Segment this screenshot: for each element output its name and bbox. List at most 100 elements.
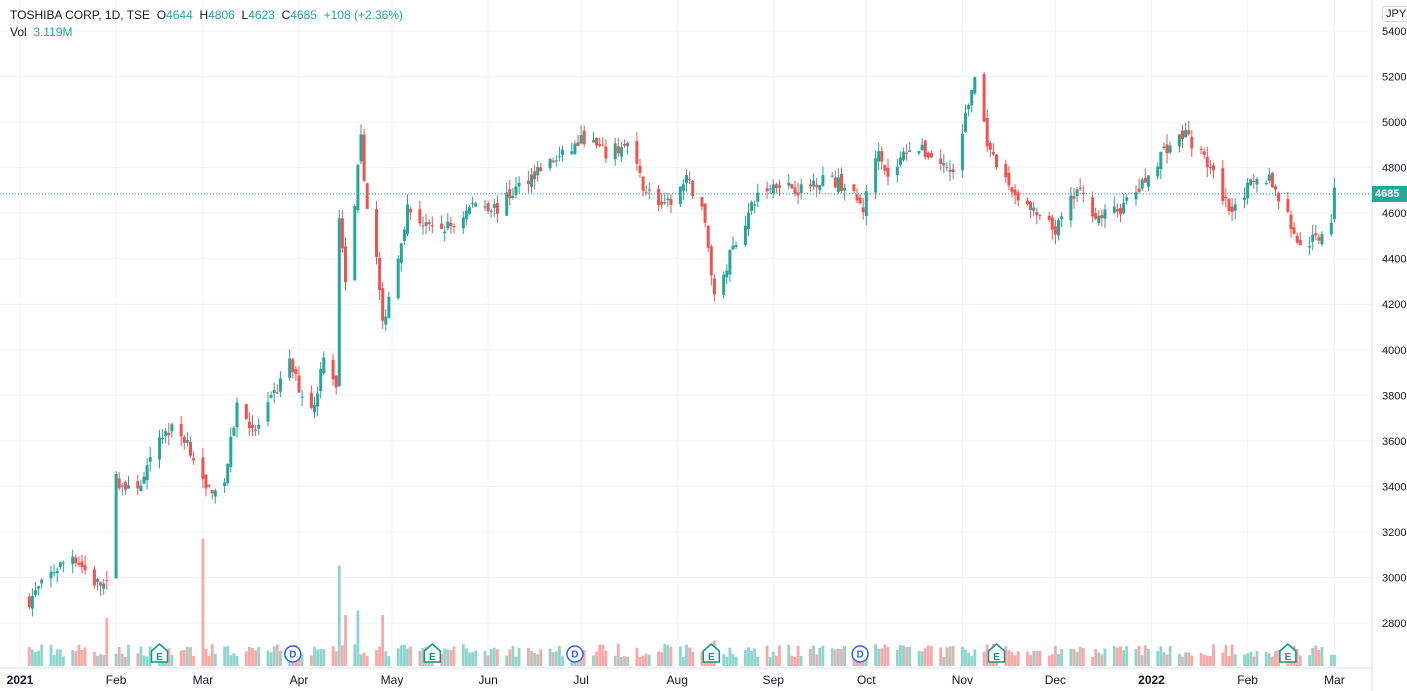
volume-bar bbox=[387, 656, 391, 666]
candle-body bbox=[440, 223, 444, 229]
volume-bar bbox=[1233, 654, 1237, 666]
candle-body bbox=[486, 203, 490, 212]
earnings-marker[interactable] bbox=[987, 643, 1006, 663]
earnings-marker[interactable] bbox=[1279, 643, 1297, 663]
candle-body bbox=[750, 201, 754, 211]
candle-body bbox=[229, 436, 233, 468]
volume-bar bbox=[170, 655, 174, 666]
volume-bar bbox=[678, 646, 682, 666]
time-tick-label: 2021 bbox=[7, 673, 34, 687]
candle-body bbox=[409, 208, 413, 213]
volume-bar bbox=[223, 646, 226, 666]
candle-body bbox=[58, 562, 62, 568]
candle-body bbox=[340, 218, 344, 249]
dividend-marker-label: D bbox=[856, 650, 863, 661]
candle-body bbox=[52, 572, 56, 574]
price-tick-label: 3400 bbox=[1382, 481, 1406, 493]
candle-body bbox=[1314, 233, 1318, 236]
candle-body bbox=[818, 185, 822, 190]
volume-bar bbox=[536, 654, 540, 666]
volume-bar bbox=[1224, 644, 1228, 666]
volume-bar bbox=[489, 649, 493, 666]
volume-bar bbox=[468, 652, 471, 666]
candle-body bbox=[170, 424, 174, 432]
candle-body bbox=[880, 151, 884, 162]
volume-bar bbox=[409, 646, 412, 666]
volume-bar bbox=[821, 645, 825, 666]
candle-body bbox=[96, 579, 99, 582]
candle-body bbox=[557, 156, 561, 158]
volume-bar bbox=[114, 653, 118, 666]
candle-body bbox=[99, 582, 103, 586]
candle-body bbox=[982, 74, 986, 122]
price-axis[interactable]: 2800 3000 3200 3400 3600 3800 4000 4200 4400 4600… bbox=[1371, 0, 1406, 691]
candle-body bbox=[647, 189, 651, 191]
candle-body bbox=[666, 198, 670, 201]
candle-body bbox=[30, 596, 34, 609]
volume-bar bbox=[985, 644, 989, 666]
candle-body bbox=[685, 175, 688, 183]
volume-bar bbox=[1032, 650, 1036, 666]
candle-body bbox=[1264, 182, 1268, 184]
earnings-marker-label: E bbox=[708, 652, 715, 663]
volume-bar bbox=[1119, 646, 1122, 666]
candle-body bbox=[858, 197, 862, 204]
volume-bar bbox=[1168, 646, 1172, 666]
candle-body bbox=[526, 180, 530, 185]
time-axis[interactable]: 2021 Feb Mar Apr May Jun Jul Aug Sep Oct Nov Dec 202… bbox=[0, 667, 1372, 687]
earnings-marker[interactable] bbox=[150, 643, 169, 663]
volume-bar bbox=[905, 646, 908, 666]
volume-bar bbox=[561, 656, 564, 666]
volume-bar bbox=[341, 645, 344, 666]
volume-bar bbox=[378, 646, 381, 666]
dividend-marker[interactable] bbox=[566, 645, 584, 663]
volume-bar bbox=[443, 648, 447, 666]
time-tick-label: Feb bbox=[1237, 673, 1258, 687]
volume-bar bbox=[883, 644, 887, 666]
candle-body bbox=[743, 225, 747, 245]
volume-bar bbox=[917, 650, 921, 666]
candle-body bbox=[964, 113, 967, 132]
volume-bar bbox=[592, 655, 595, 666]
candle-body bbox=[923, 140, 927, 157]
volume-bar bbox=[251, 648, 254, 666]
candle-body bbox=[815, 184, 819, 188]
last-price-tag: 4685 bbox=[1372, 186, 1407, 202]
volume-bar bbox=[31, 649, 34, 666]
candle-body bbox=[1143, 177, 1147, 183]
volume-bar bbox=[799, 656, 803, 666]
volume-bar bbox=[1314, 645, 1318, 666]
candle-body bbox=[424, 222, 428, 226]
candle-body bbox=[709, 246, 713, 276]
candle-body bbox=[399, 243, 403, 263]
volume-bar bbox=[626, 656, 629, 666]
volume-bar bbox=[1317, 650, 1321, 666]
volume-bar bbox=[269, 652, 273, 666]
volume-bar bbox=[926, 645, 930, 666]
candle-body bbox=[1289, 214, 1293, 230]
candle-body bbox=[1308, 245, 1312, 248]
candle-body bbox=[1122, 202, 1126, 214]
volume-bar bbox=[1081, 647, 1085, 666]
currency-button[interactable]: JPY bbox=[1382, 6, 1407, 22]
candle-body bbox=[942, 162, 946, 166]
candle-body bbox=[92, 569, 96, 586]
candle-body bbox=[536, 166, 540, 176]
volume-bar bbox=[1178, 653, 1181, 666]
dividend-marker[interactable] bbox=[284, 645, 302, 663]
candle-body bbox=[127, 485, 130, 489]
earnings-marker[interactable] bbox=[423, 643, 442, 663]
candle-body bbox=[1181, 130, 1184, 140]
candle-body bbox=[313, 404, 316, 413]
dividend-marker[interactable] bbox=[851, 645, 869, 663]
volume-bar bbox=[248, 646, 251, 666]
price-tick-label: 5400 bbox=[1382, 26, 1406, 38]
candle-body bbox=[539, 167, 543, 172]
candle-body bbox=[443, 231, 447, 234]
earnings-marker[interactable] bbox=[702, 643, 721, 663]
volume-bar bbox=[902, 645, 905, 666]
low-label: L bbox=[241, 8, 249, 22]
candle-body bbox=[322, 357, 326, 374]
